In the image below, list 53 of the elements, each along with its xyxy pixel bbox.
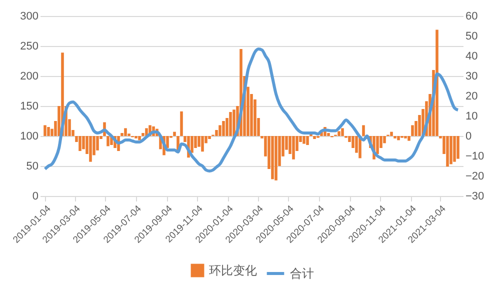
- bar: [222, 121, 225, 136]
- bar: [44, 125, 46, 136]
- bar: [362, 125, 365, 136]
- y2-tick-label: −10: [466, 150, 484, 162]
- bar: [232, 110, 236, 136]
- legend-label: 环比变化: [209, 264, 257, 278]
- bar: [450, 136, 452, 164]
- bar: [208, 136, 211, 139]
- bar: [89, 136, 92, 162]
- bar: [453, 136, 456, 162]
- bar: [411, 125, 414, 136]
- bar: [338, 131, 340, 136]
- y2-tick-label: −30: [466, 190, 484, 202]
- y2-tick-label: 0: [466, 130, 472, 142]
- bar: [313, 136, 316, 139]
- bar: [446, 136, 449, 167]
- bar: [292, 136, 295, 160]
- bar: [436, 30, 438, 136]
- bar: [47, 127, 50, 136]
- bar: [78, 136, 82, 151]
- bar: [180, 111, 183, 136]
- y-tick-label: 0: [32, 190, 38, 202]
- bar: [390, 132, 393, 136]
- y2-tick-label: −20: [466, 170, 484, 182]
- bar: [271, 136, 274, 180]
- bar: [124, 128, 127, 136]
- bar: [138, 136, 141, 140]
- bar: [173, 132, 176, 136]
- bar: [456, 136, 460, 159]
- y2-tick-label: 10: [466, 110, 478, 122]
- y2-tick-label: 30: [466, 70, 478, 82]
- y2-tick-label: 40: [466, 50, 478, 62]
- bar: [274, 136, 278, 180]
- y2-tick-label: 20: [466, 90, 478, 102]
- y-tick-label: 100: [20, 130, 38, 142]
- y2-tick-label: 50: [466, 30, 478, 42]
- bar: [218, 125, 222, 136]
- bar: [106, 136, 110, 146]
- bar: [306, 136, 309, 145]
- y-tick-label: 200: [20, 70, 38, 82]
- bar: [341, 128, 344, 136]
- y-tick-label: 50: [26, 160, 38, 172]
- y-tick-label: 250: [20, 40, 38, 52]
- y-tick-label: 300: [20, 10, 38, 22]
- bar: [408, 136, 410, 141]
- line-series: [44, 48, 460, 172]
- legend-label: 合计: [290, 266, 314, 280]
- bar: [201, 136, 204, 152]
- bar: [229, 112, 232, 136]
- y2-tick-label: 60: [466, 10, 478, 22]
- y-tick-label: 150: [20, 100, 38, 112]
- bar: [302, 136, 306, 144]
- bar: [397, 136, 400, 140]
